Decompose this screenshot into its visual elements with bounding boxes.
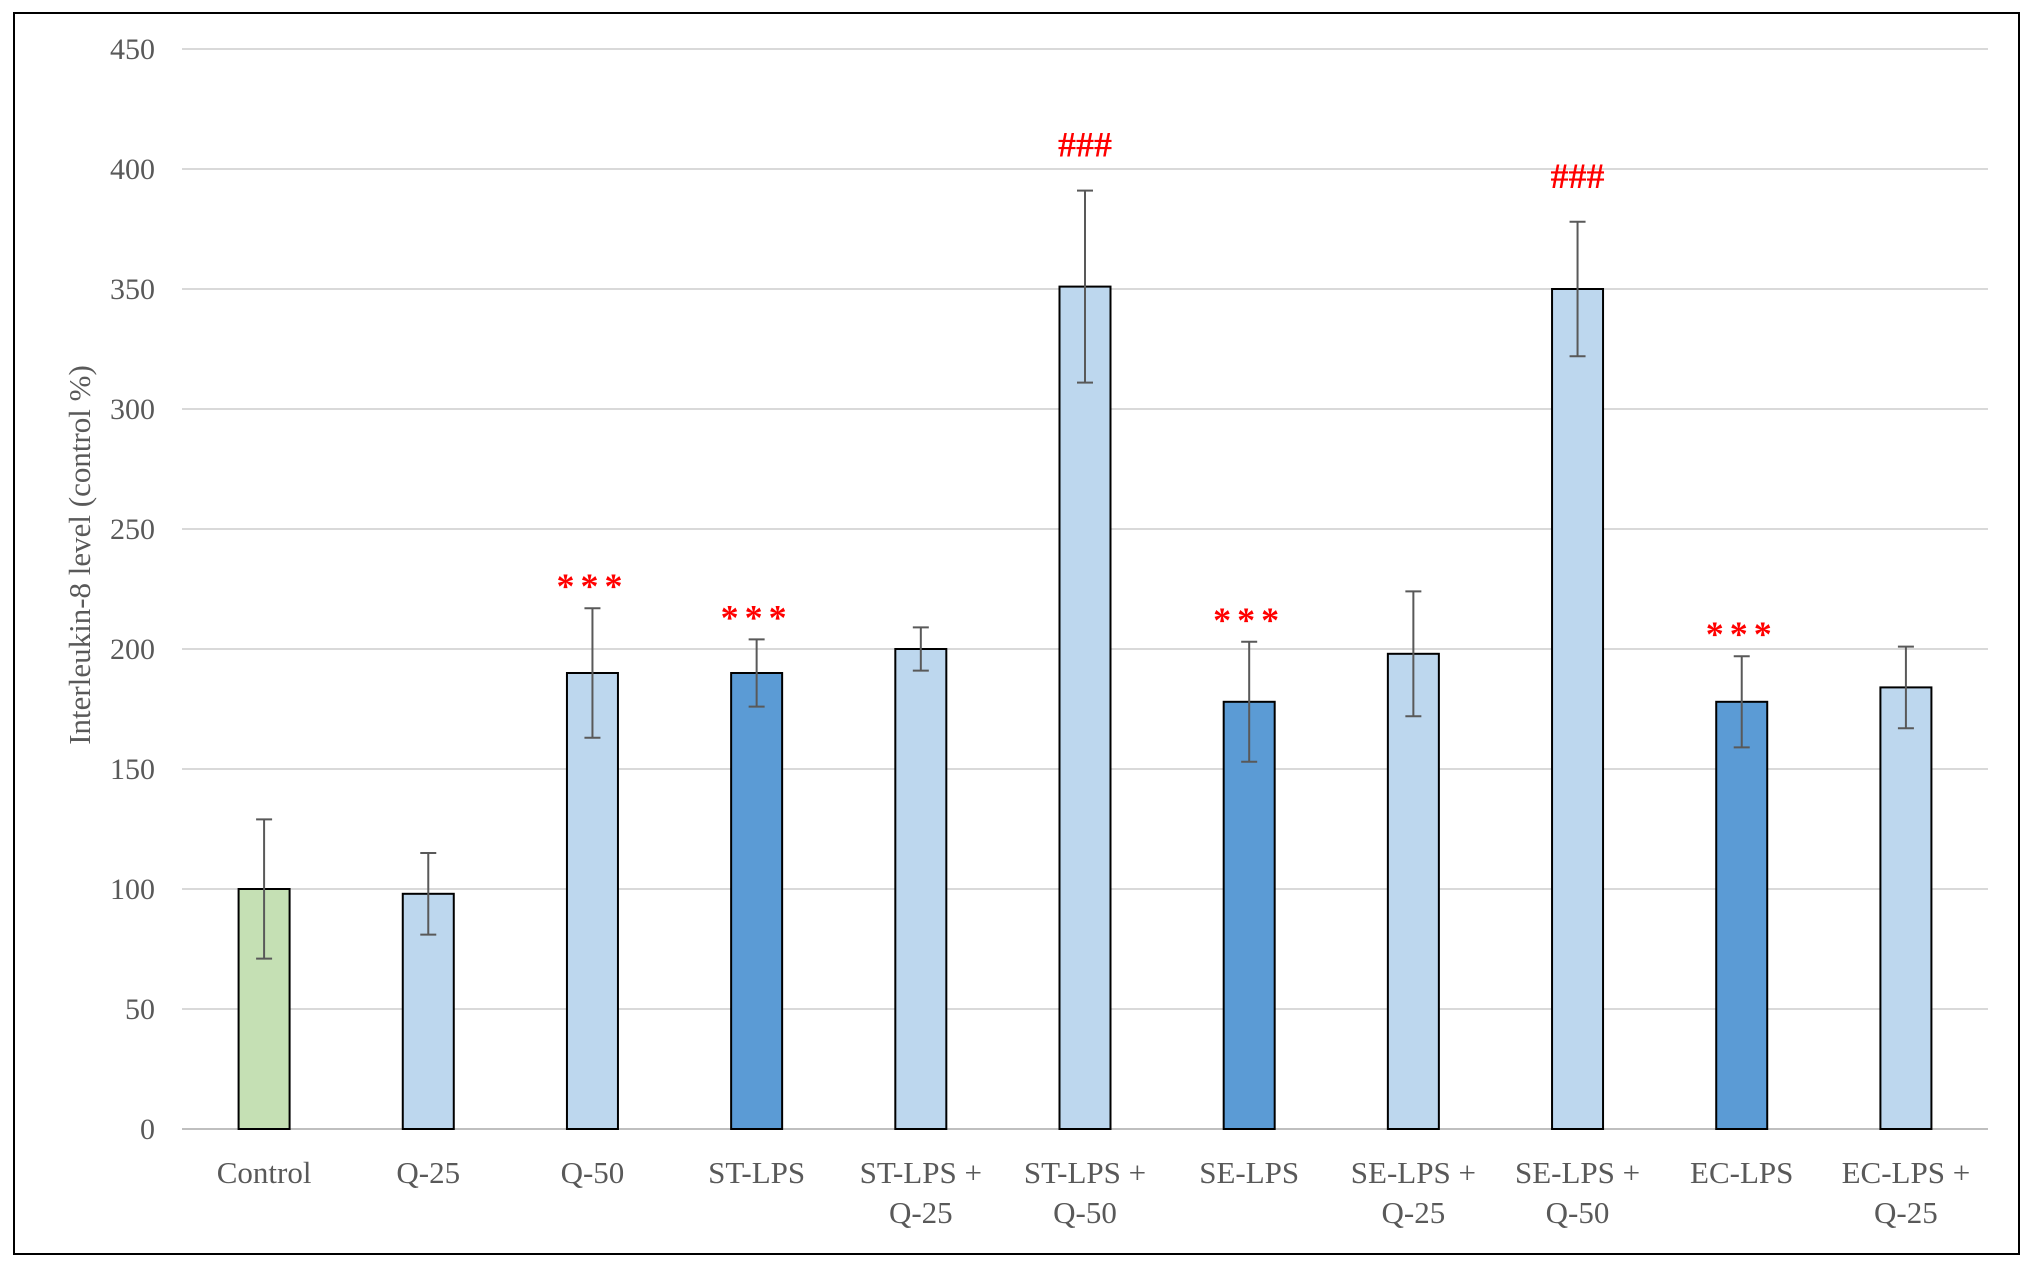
bar <box>1386 652 1440 1130</box>
y-tick-label: 450 <box>110 33 155 66</box>
y-tick-label: 250 <box>110 513 155 546</box>
y-axis-title: Interleukin-8 level (control %) <box>62 365 97 745</box>
x-tick-label: Q-25 <box>889 1195 953 1230</box>
x-axis-labels: Control Q-25 Q-50 ST-LPS ST-LPS + Q-25 ST-LPS … <box>217 1155 1970 1230</box>
bar <box>565 672 619 1130</box>
y-tick-label: 400 <box>110 153 155 186</box>
bars: *** *** ### *** ### *** <box>237 125 1933 1131</box>
x-tick-label: Q-50 <box>1053 1195 1117 1230</box>
bar <box>1879 686 1933 1131</box>
y-tick-label: 150 <box>110 753 155 786</box>
significance-marker: *** <box>1213 600 1285 640</box>
gridlines <box>182 48 1988 1130</box>
bar <box>1715 700 1769 1130</box>
significance-marker: ### <box>1058 125 1112 165</box>
y-axis-ticks: 0 50 100 150 200 250 300 350 400 450 <box>110 33 155 1146</box>
y-tick-label: 100 <box>110 873 155 906</box>
x-tick-label: SE-LPS + <box>1515 1155 1640 1190</box>
x-tick-label: ST-LPS <box>708 1155 805 1190</box>
y-tick-label: 200 <box>110 633 155 666</box>
significance-marker: *** <box>556 566 628 606</box>
x-tick-label: SE-LPS + <box>1351 1155 1476 1190</box>
bar <box>894 648 948 1130</box>
x-tick-label: Q-50 <box>1546 1195 1610 1230</box>
significance-marker: *** <box>1706 614 1778 654</box>
significance-marker: ### <box>1551 156 1605 196</box>
bar <box>1222 700 1276 1130</box>
bar <box>730 672 784 1130</box>
y-tick-label: 50 <box>125 993 155 1026</box>
x-tick-label: Q-25 <box>1874 1195 1938 1230</box>
x-tick-label: Q-25 <box>396 1155 460 1190</box>
x-tick-label: EC-LPS <box>1690 1155 1793 1190</box>
y-tick-label: 300 <box>110 393 155 426</box>
bar <box>1058 285 1112 1131</box>
y-tick-label: 0 <box>140 1113 155 1146</box>
x-tick-label: Control <box>217 1155 312 1190</box>
x-tick-label: EC-LPS + <box>1842 1155 1971 1190</box>
x-tick-label: Q-25 <box>1382 1195 1446 1230</box>
y-tick-label: 350 <box>110 273 155 306</box>
chart-frame <box>13 12 2020 1255</box>
x-tick-label: SE-LPS <box>1199 1155 1299 1190</box>
bar <box>1551 288 1605 1130</box>
x-tick-label: ST-LPS + <box>1024 1155 1146 1190</box>
x-tick-label: ST-LPS + <box>860 1155 982 1190</box>
significance-marker: *** <box>721 597 793 637</box>
x-tick-label: Q-50 <box>561 1155 625 1190</box>
